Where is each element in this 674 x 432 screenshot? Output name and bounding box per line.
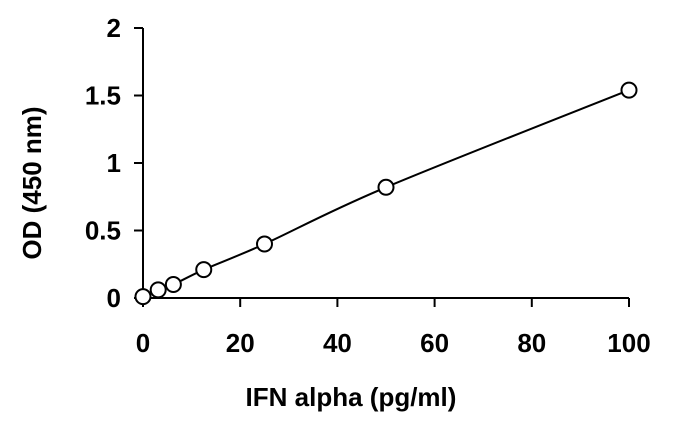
data-point (256, 235, 273, 253)
x-tick-label: 0 (136, 328, 150, 358)
ticks: 00.511.520 20 40 60 80 100 (85, 13, 651, 358)
data-point (377, 178, 395, 196)
y-tick-label: 0 (107, 283, 121, 313)
data-point (134, 288, 152, 306)
x-tick-label: 40 (323, 328, 352, 358)
y-tick-label: 1 (107, 148, 121, 178)
data-point (620, 81, 638, 99)
x-tick-label: 100 (607, 328, 650, 358)
x-axis-title: IFN alpha (pg/ml) (246, 382, 457, 412)
data-point (149, 281, 167, 299)
y-tick-label: 0.5 (85, 216, 121, 246)
x-tick-label: 80 (517, 328, 546, 358)
x-tick-label: 20 (226, 328, 255, 358)
data-series (134, 81, 638, 306)
axes (142, 28, 629, 299)
y-tick-label: 2 (107, 13, 121, 43)
y-axis-title: OD (450 nm) (17, 106, 47, 259)
x-tick-label: 60 (420, 328, 449, 358)
y-tick-label: 1.5 (85, 81, 121, 111)
data-point (195, 261, 213, 279)
data-point (164, 276, 182, 293)
